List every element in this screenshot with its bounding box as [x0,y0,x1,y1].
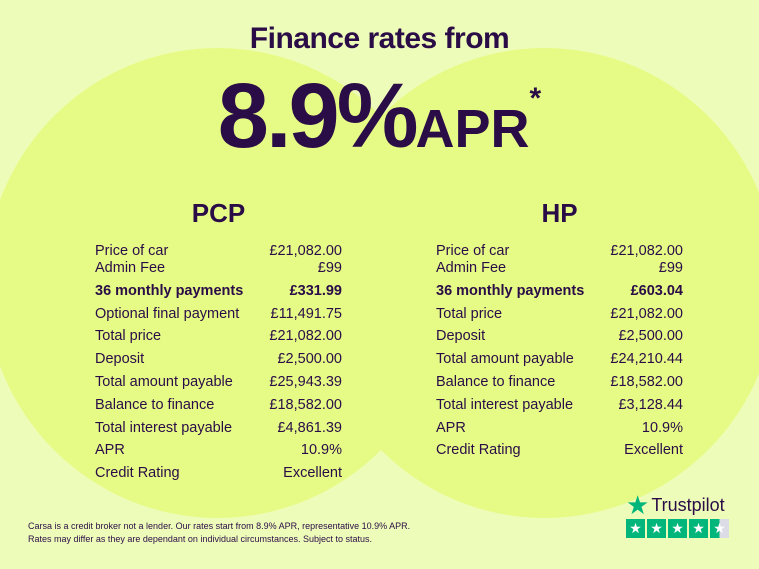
table-row: Balance to finance £18,582.00 [95,397,342,413]
star-icon: ★ [626,490,650,520]
row-label: 36 monthly payments [436,282,585,299]
row-label: Admin Fee [436,260,507,276]
rate-value: 8.9% [217,65,419,167]
row-label: Total amount payable [95,373,233,390]
row-value: £25,943.39 [269,373,342,390]
row-label: Credit Rating [436,442,521,459]
row-label: Total interest payable [95,419,233,436]
table-row: Credit Rating Excellent [95,465,342,481]
row-label: Credit Rating [95,465,180,482]
row-value: 10.9% [300,442,342,459]
table-row: APR 10.9% [95,442,342,458]
headline-rate: 8.9%APR* [0,64,759,169]
table-row: Balance to finance £18,582.00 [436,374,683,390]
table-row: Credit Rating Excellent [436,442,683,458]
row-value: £18,582.00 [269,396,342,413]
table-row: Total price £21,082.00 [436,306,683,322]
rating-star-icon: ★ [710,519,729,538]
disclaimer-line: Carsa is a credit broker not a lender. O… [28,521,411,531]
table-row: Admin Fee £99 [95,260,342,276]
trustpilot-badge[interactable]: ★ Trustpilot ★ ★ ★ ★ ★ [626,490,729,538]
row-value: £603.04 [630,282,683,299]
rating-star-icon: ★ [689,519,708,538]
row-label: Balance to finance [95,396,215,413]
table-row: Deposit £2,500.00 [95,351,342,367]
row-value: Excellent [624,442,683,459]
row-value: £21,082.00 [610,305,683,322]
row-value: £99 [317,260,342,276]
row-label: Deposit [95,351,145,368]
table-row: Total interest payable £4,861.39 [95,420,342,436]
row-value: £3,128.44 [618,396,683,413]
row-label: Price of car [436,243,510,259]
rating-star-icon: ★ [668,519,687,538]
rating-star-icon: ★ [647,519,666,538]
hp-title: HP [541,198,578,228]
row-value: Excellent [283,465,342,482]
table-row: 36 monthly payments £331.99 [95,283,342,299]
pcp-title: PCP [191,198,246,228]
row-value: £2,500.00 [277,351,342,368]
row-label: APR [436,419,466,436]
table-row: Total amount payable £24,210.44 [436,351,683,367]
row-label: Optional final payment [95,305,240,322]
table-row: Total amount payable £25,943.39 [95,374,342,390]
row-value: £4,861.39 [277,419,342,436]
hp-table: HP Price of car £21,082.00 Admin Fee £99 36 … [436,198,683,465]
row-value: £331.99 [289,282,342,299]
row-label: Price of car [95,243,169,259]
row-label: Total price [95,328,162,345]
row-value: £2,500.00 [618,328,683,345]
table-row: 36 monthly payments £603.04 [436,283,683,299]
row-value: £11,491.75 [270,305,343,322]
table-row: Total price £21,082.00 [95,328,342,344]
trustpilot-rating: ★ ★ ★ ★ ★ [626,519,729,538]
row-value: £21,082.00 [269,328,342,345]
table-row: Price of car £21,082.00 [95,243,342,259]
table-row: Optional final payment £11,491.75 [95,306,342,322]
row-value: £21,082.00 [610,243,683,259]
background-circle-right [312,48,759,518]
rate-suffix: APR [415,99,530,159]
row-label: Deposit [436,328,486,345]
row-label: Total interest payable [436,396,574,413]
row-label: APR [95,442,125,459]
pcp-table: PCP Price of car £21,082.00 Admin Fee £99 36… [95,198,342,488]
row-value: £99 [658,260,683,276]
asterisk: * [529,82,542,115]
row-value: 10.9% [641,419,683,436]
table-row: APR 10.9% [436,420,683,436]
row-label: Balance to finance [436,373,556,390]
row-value: £21,082.00 [269,243,342,259]
table-row: Admin Fee £99 [436,260,683,276]
rating-star-icon: ★ [626,519,645,538]
row-label: Total price [436,305,503,322]
disclaimer: Carsa is a credit broker not a lender. O… [28,520,410,545]
row-label: 36 monthly payments [95,282,244,299]
row-label: Admin Fee [95,260,166,276]
table-row: Deposit £2,500.00 [436,328,683,344]
table-row: Total interest payable £3,128.44 [436,397,683,413]
headline: Finance rates from [249,22,510,55]
row-value: £24,210.44 [610,351,683,368]
row-label: Total amount payable [436,351,574,368]
row-value: £18,582.00 [610,373,683,390]
trustpilot-name: Trustpilot [651,494,725,515]
disclaimer-line: Rates may differ as they are dependant o… [28,533,373,544]
table-row: Price of car £21,082.00 [436,243,683,259]
